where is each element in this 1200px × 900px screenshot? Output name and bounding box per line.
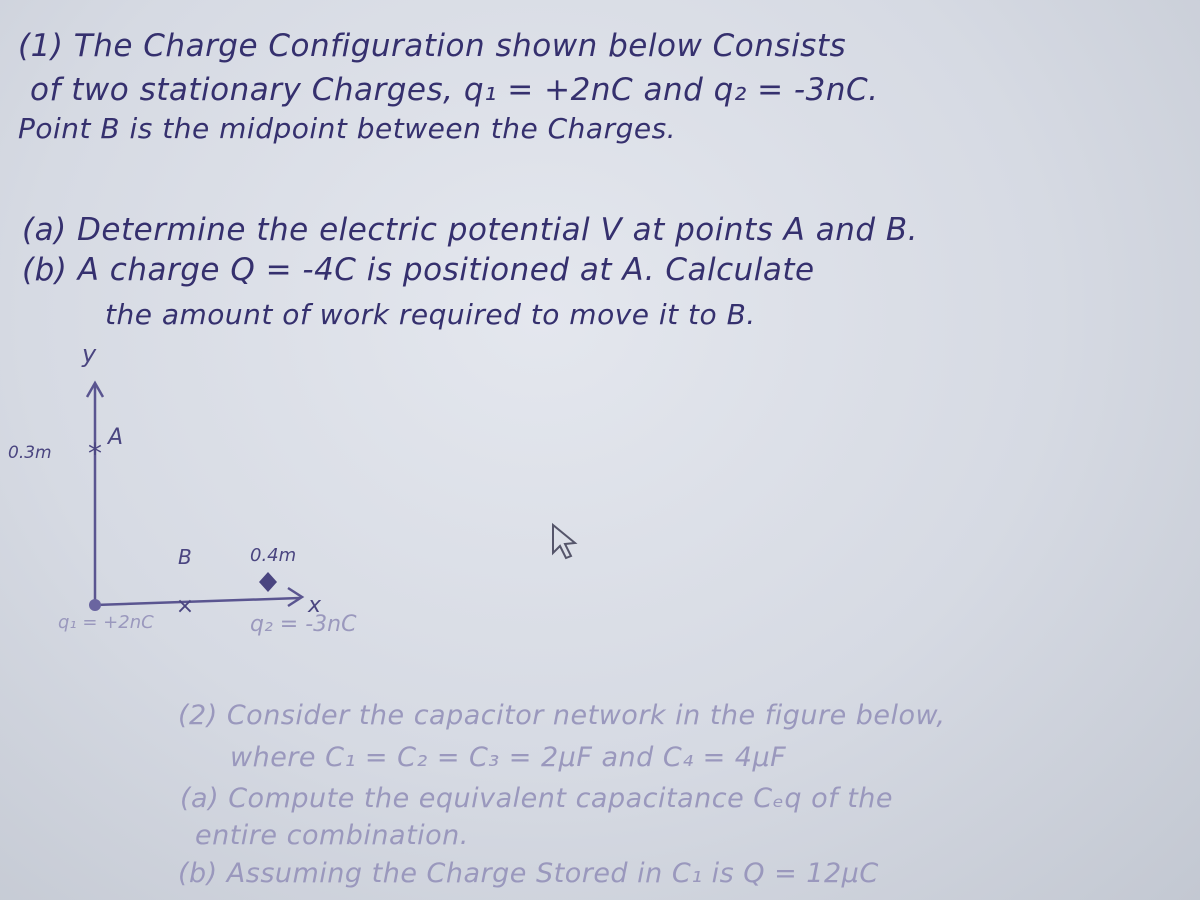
dimension-label: 0.3m <box>8 443 52 463</box>
text-line: (b) Assuming the Charge Stored in C₁ is … <box>178 858 879 889</box>
point-label: A <box>108 425 124 450</box>
text-line: (2) Consider the capacitor network in th… <box>178 700 946 731</box>
point-b-mark: × <box>176 594 194 619</box>
charge-label: q₂ = -3nC <box>250 612 357 637</box>
dimension-label: 0.4m <box>250 545 297 566</box>
text-line: Point B is the midpoint between the Char… <box>18 112 677 145</box>
text-line: (a) Determine the electric potential V a… <box>22 212 919 248</box>
point-label: B <box>178 545 192 569</box>
x-arrow <box>287 586 305 608</box>
text-line: (b) A charge Q = -4C is positioned at A.… <box>22 252 815 288</box>
point-a-star: * <box>88 437 102 470</box>
x-axis <box>94 596 301 607</box>
charge-q1 <box>89 599 101 611</box>
text-line: the amount of work required to move it t… <box>105 298 756 331</box>
y-arrow <box>85 380 105 398</box>
y-label: y <box>82 340 97 368</box>
text-line: where C₁ = C₂ = C₃ = 2μF and C₄ = 4μF <box>230 742 787 773</box>
text-line: of two stationary Charges, q₁ = +2nC and… <box>30 72 879 108</box>
charge-q2 <box>259 572 277 592</box>
cursor-icon <box>552 522 578 560</box>
text-line: (a) Compute the equivalent capacitance C… <box>180 783 894 814</box>
text-line: (1) The Charge Configuration shown below… <box>18 28 847 64</box>
text-line: entire combination. <box>195 820 469 851</box>
charge-label: q₁ = +2nC <box>58 612 154 633</box>
x-label: x <box>308 593 322 618</box>
